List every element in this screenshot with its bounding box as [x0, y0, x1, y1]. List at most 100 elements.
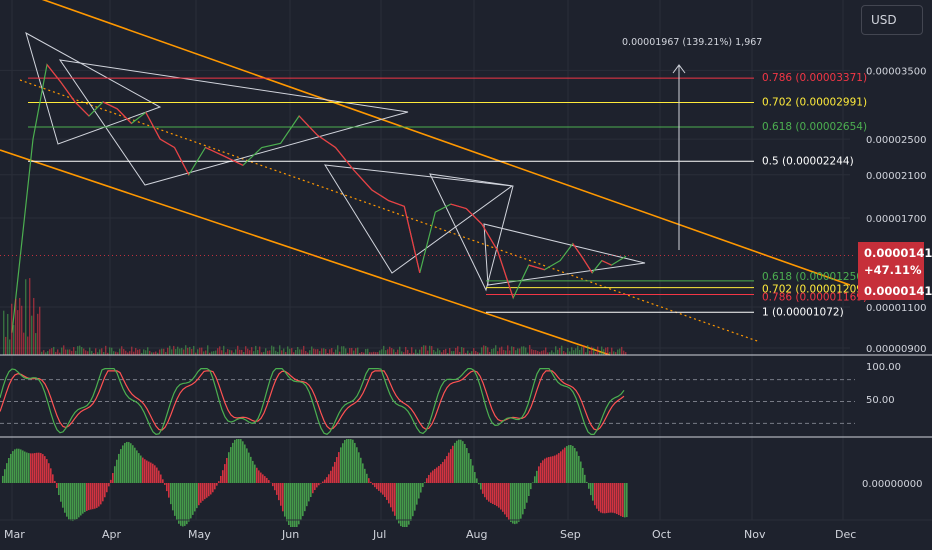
volume-bar: [345, 348, 347, 355]
last-price-value: 0.00001414: [864, 246, 932, 260]
momentum-bar: [392, 483, 394, 512]
momentum-bar: [554, 455, 556, 483]
volume-bar: [5, 336, 7, 355]
time-axis-label-apr: Apr: [102, 528, 122, 541]
momentum-bar: [384, 483, 386, 498]
volume-bar: [127, 352, 129, 355]
momentum-bar: [492, 483, 494, 504]
fib-label-7: 1 (0.00001072): [762, 306, 844, 318]
volume-bar: [497, 351, 499, 355]
momentum-bar: [378, 483, 380, 491]
momentum-bar: [224, 464, 226, 483]
stoch-tick-50: 50.00: [866, 395, 895, 406]
volume-bar: [73, 347, 75, 355]
volume-bar: [461, 347, 463, 355]
volume-bar: [295, 349, 297, 355]
volume-bar: [113, 351, 115, 355]
volume-bar: [355, 348, 357, 355]
volume-bar: [563, 351, 565, 355]
price-segment-down: [581, 257, 593, 274]
volume-bar: [389, 346, 391, 355]
volume-bar: [171, 349, 173, 355]
momentum-bar: [602, 483, 604, 514]
volume-bar: [421, 346, 423, 355]
momentum-bar: [108, 483, 110, 487]
volume-bar: [247, 348, 249, 355]
momentum-bar: [612, 483, 614, 513]
volume-bar: [519, 348, 521, 355]
volume-bar: [313, 348, 315, 355]
volume-bar: [383, 345, 385, 355]
momentum-bar: [428, 474, 430, 483]
volume-bar: [375, 352, 377, 355]
momentum-bar: [290, 483, 292, 527]
volume-bar: [197, 349, 199, 355]
price-segment-down: [335, 147, 355, 171]
momentum-bar: [578, 455, 580, 483]
momentum-bar: [336, 457, 338, 483]
momentum-bar: [286, 483, 288, 522]
fib-label-0: 0.786 (0.00003371): [762, 72, 867, 84]
volume-bar: [573, 350, 575, 355]
momentum-bar: [86, 483, 88, 511]
volume-bar: [79, 345, 81, 355]
volume-bar: [189, 346, 191, 355]
volume-bar: [37, 313, 39, 355]
momentum-bar: [230, 447, 232, 483]
volume-bar: [19, 297, 21, 355]
volume-bar: [333, 352, 335, 355]
momentum-bar: [160, 474, 162, 483]
momentum-bar: [370, 481, 372, 483]
momentum-bar: [534, 476, 536, 483]
momentum-bar: [68, 483, 70, 520]
volume-bar: [61, 347, 63, 355]
price-segment-down: [388, 200, 405, 207]
volume-bar: [487, 347, 489, 355]
volume-bar: [229, 349, 231, 355]
momentum-bar: [34, 453, 36, 483]
volume-bar: [165, 352, 167, 355]
volume-bar: [153, 352, 155, 355]
volume-bar: [367, 348, 369, 355]
momentum-bar: [518, 483, 520, 522]
momentum-bar: [502, 483, 504, 512]
momentum-bar: [568, 445, 570, 483]
price-segment-down: [465, 208, 483, 225]
volume-bar: [555, 346, 557, 355]
volume-bar: [89, 347, 91, 355]
volume-bar: [49, 349, 51, 355]
volume-bar: [7, 313, 9, 355]
volume-bar: [347, 352, 349, 355]
momentum-bar: [258, 470, 260, 483]
volume-bar: [121, 346, 123, 355]
momentum-bar: [344, 439, 346, 483]
volume-bar: [595, 352, 597, 355]
momentum-bar: [178, 483, 180, 524]
fib-label-2: 0.618 (0.00002654): [762, 121, 867, 133]
volume-bar: [369, 352, 371, 355]
momentum-bar: [282, 483, 284, 512]
currency-selector[interactable]: USD: [861, 5, 923, 35]
last-price-badge: 0.00001414 +47.11%: [858, 242, 932, 282]
volume-bar: [431, 346, 433, 355]
price-axis-tick-3: 0.00001700: [866, 214, 926, 225]
volume-bar: [145, 350, 147, 355]
volume-bar: [321, 348, 323, 355]
time-axis-label-aug: Aug: [466, 528, 487, 541]
momentum-bar: [448, 452, 450, 483]
volume-bar: [253, 351, 255, 355]
volume-bar: [77, 346, 79, 355]
volume-bar: [285, 352, 287, 355]
volume-bar: [495, 345, 497, 355]
momentum-bar: [550, 456, 552, 483]
volume-bar: [71, 350, 73, 355]
momentum-bar: [312, 483, 314, 494]
time-axis-label-dec: Dec: [835, 528, 856, 541]
momentum-bar: [524, 483, 526, 509]
momentum-bar: [338, 452, 340, 483]
momentum-bar: [66, 483, 68, 517]
volume-bar: [537, 351, 539, 355]
time-axis-label-sep: Sep: [560, 528, 581, 541]
momentum-bar: [538, 466, 540, 483]
